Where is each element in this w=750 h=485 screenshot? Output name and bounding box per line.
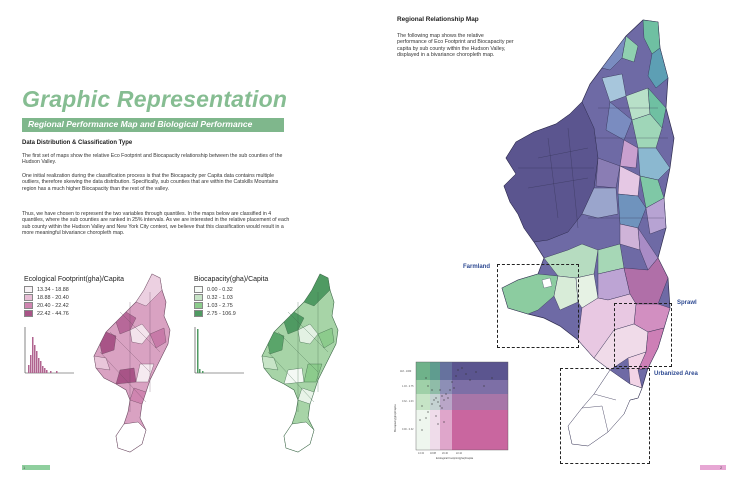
paragraph-1: The first set of maps show the relative … [22,153,283,166]
bio-legend-item: 0.32 - 1.03 [194,294,236,302]
left-footer-bar [22,465,50,470]
subtitle-band: Regional Performance Map and Biological … [22,118,284,132]
urbanized-area-label: Urbanized Area [654,371,698,377]
bio-histogram [194,327,244,374]
svg-text:22.42: 22.42 [456,452,463,455]
bivariate-choropleth-map [501,19,675,447]
eco-legend-item: 13.34 - 18.88 [24,286,69,294]
farmland-callout-box [497,264,579,348]
eco-footprint-map [93,273,171,453]
subtitle: Regional Performance Map and Biological … [28,119,253,129]
svg-text:18.88: 18.88 [430,452,437,455]
svg-text:118 - 1060: 118 - 1060 [400,370,412,373]
paragraph-3: Thus, we have chosen to represent the tw… [22,211,290,236]
svg-text:0.32 - 1.03: 0.32 - 1.03 [402,400,414,403]
eco-legend: 13.34 - 18.88 18.88 - 20.40 20.40 - 22.4… [24,286,69,318]
biocapacity-map [261,273,339,453]
svg-text:1.03 - 2.75: 1.03 - 2.75 [402,385,414,388]
bio-legend-item: 1.03 - 2.75 [194,302,236,310]
farmland-label: Farmland [463,264,491,270]
eco-legend-item: 22.42 - 44.76 [24,310,69,318]
svg-text:0.00 - 0.32: 0.00 - 0.32 [402,428,414,431]
eco-legend-item: 20.40 - 22.42 [24,302,69,310]
urbanized-callout-box [560,368,650,464]
scatter-y-label: Biocapacity(gha)/Capita [393,404,397,432]
eco-legend-title: Ecological Footprint(gha)/Capita [24,276,124,283]
eco-histogram [24,327,74,374]
section-heading: Data Distribution & Classification Type [22,140,133,146]
svg-text:13.34: 13.34 [418,452,425,455]
bio-legend-title: Biocapacity(gha)/Capita [194,276,269,283]
bio-legend: 0.00 - 0.32 0.32 - 1.03 1.03 - 2.75 2.75… [194,286,236,318]
left-page-number: 1 [23,465,26,470]
page-title: Graphic Representation [22,86,288,112]
right-page-title: Regional Relationship Map [397,16,479,23]
bio-legend-item: 2.75 - 106.9 [194,310,236,318]
sprawl-label: Sprawl [677,300,697,306]
right-page-description: The following map shows the relative per… [397,33,514,59]
eco-legend-item: 18.88 - 20.40 [24,294,69,302]
svg-text:20.40: 20.40 [442,452,449,455]
sprawl-callout-box [614,303,672,367]
right-page-number: 2 [720,465,723,470]
bivariate-scatter-legend: 118 - 1060 1.03 - 2.75 0.32 - 1.03 0.00 … [393,361,509,460]
paragraph-2: One initial realization during the class… [22,173,279,192]
right-footer-bar [700,465,726,470]
scatter-x-label: Ecological Footprint(gha)/Capita [436,456,474,460]
bio-legend-item: 0.00 - 0.32 [194,286,236,294]
